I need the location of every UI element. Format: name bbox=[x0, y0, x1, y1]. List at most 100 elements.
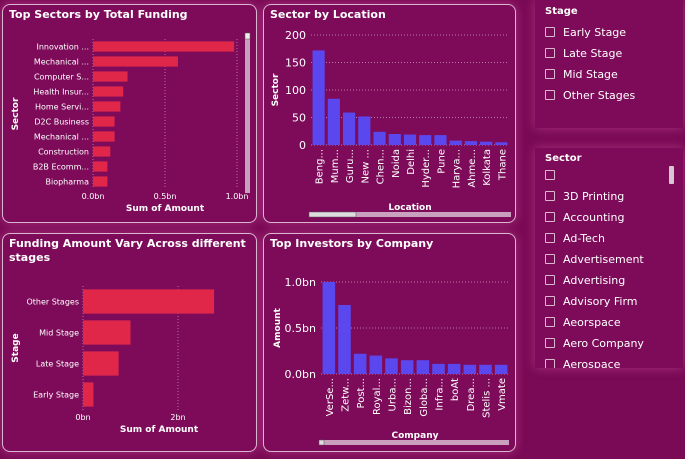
checkbox-icon[interactable] bbox=[545, 191, 555, 201]
checkbox-icon[interactable] bbox=[545, 212, 555, 222]
stage-item-label: Mid Stage bbox=[563, 67, 618, 81]
bar bbox=[479, 364, 492, 374]
bar bbox=[83, 382, 94, 407]
bar bbox=[322, 282, 336, 374]
sector-slicer: Sector 3D Printing Accounting Ad-Tech Adver… bbox=[535, 148, 683, 368]
sector-item[interactable]: Advertisement bbox=[545, 252, 644, 266]
category-label: Beng... bbox=[315, 149, 326, 184]
category-label: Ahme... bbox=[467, 149, 478, 188]
checkbox-icon[interactable] bbox=[545, 359, 555, 368]
category-label: New ... bbox=[360, 149, 371, 184]
bar bbox=[449, 140, 462, 145]
scrollbar-thumb bbox=[318, 439, 325, 446]
bar bbox=[312, 50, 325, 145]
y-tick-label: 1.0bn bbox=[285, 276, 316, 289]
checkbox-icon[interactable] bbox=[545, 275, 555, 285]
category-label: Biopharma bbox=[46, 178, 90, 187]
category-label: Urba... bbox=[388, 378, 399, 411]
x-axis-title: Sum of Amount bbox=[126, 204, 205, 214]
sector-slicer-scrollbar[interactable] bbox=[669, 166, 674, 184]
sector-item-label: Advertising bbox=[563, 273, 626, 287]
bar bbox=[480, 141, 493, 145]
category-label: B2B Ecomm... bbox=[33, 163, 89, 172]
bar bbox=[419, 135, 432, 145]
category-label: Kolkata bbox=[482, 149, 493, 186]
stage-slicer: Stage Early Stage Late Stage Mid Stage Othe… bbox=[535, 0, 683, 128]
category-label: D2C Business bbox=[34, 118, 89, 127]
scrollbar-thumb bbox=[244, 32, 251, 40]
x-tick-label: 0bn bbox=[75, 413, 90, 422]
checkbox-icon[interactable] bbox=[545, 69, 555, 79]
sector-item[interactable]: Aero Company bbox=[545, 336, 644, 350]
bar bbox=[434, 135, 447, 145]
category-label: Zetw... bbox=[341, 378, 352, 412]
sector-item-label: Accounting bbox=[563, 210, 625, 224]
bar bbox=[338, 305, 351, 374]
category-label: Pune bbox=[436, 149, 447, 174]
category-label: Vmate bbox=[497, 378, 508, 411]
y-axis-title: Stage bbox=[11, 333, 21, 362]
sector-item[interactable] bbox=[545, 168, 563, 182]
location-title: Sector by Location bbox=[270, 8, 386, 21]
investors-card: Top Investors by Company 0.0bn 0.5bn 1.0bn… bbox=[263, 233, 516, 452]
stages-chart: 0bn 2bn Other Stages Mid Stage Late Stage Ear… bbox=[11, 286, 215, 435]
sector-item[interactable]: Aerospace bbox=[545, 357, 620, 368]
stage-item[interactable]: Early Stage bbox=[545, 25, 626, 39]
category-label: VerSe... bbox=[325, 378, 336, 416]
category-label: Guru... bbox=[345, 149, 356, 183]
sector-item[interactable]: Accounting bbox=[545, 210, 624, 224]
bar bbox=[327, 98, 340, 145]
x-tick-label: 1.0bn bbox=[226, 192, 249, 201]
sector-item[interactable]: Advisory Firm bbox=[545, 294, 638, 308]
checkbox-icon[interactable] bbox=[545, 296, 555, 306]
top-sectors-title: Top Sectors by Total Funding bbox=[9, 8, 188, 21]
x-tick-label: 0.0bn bbox=[82, 192, 105, 201]
bar bbox=[93, 131, 115, 142]
bar bbox=[400, 360, 414, 374]
x-axis-title: Company bbox=[392, 431, 439, 441]
sector-item[interactable]: Ad-Tech bbox=[545, 231, 605, 245]
checkbox-icon[interactable] bbox=[545, 338, 555, 348]
stage-item[interactable]: Mid Stage bbox=[545, 67, 618, 81]
bar bbox=[83, 351, 119, 376]
bar bbox=[353, 353, 367, 374]
checkbox-icon[interactable] bbox=[545, 233, 555, 243]
stages-title-line2: stages bbox=[9, 251, 51, 264]
category-label: Construction bbox=[38, 148, 89, 157]
stage-item[interactable]: Other Stages bbox=[545, 88, 635, 102]
sector-item[interactable]: Aeorspace bbox=[545, 315, 621, 329]
category-label: Computer S... bbox=[34, 73, 89, 82]
bar bbox=[93, 56, 178, 67]
y-axis-title: Sector bbox=[11, 97, 21, 130]
bar bbox=[495, 142, 508, 145]
y-tick-label: 50 bbox=[292, 112, 306, 125]
category-label: Infra... bbox=[435, 378, 446, 411]
bar bbox=[93, 86, 124, 97]
checkbox-icon[interactable] bbox=[545, 254, 555, 264]
bar bbox=[83, 320, 131, 345]
category-label: Harya... bbox=[452, 149, 463, 188]
x-axis-title: Location bbox=[388, 203, 431, 213]
bar bbox=[93, 116, 115, 127]
bar bbox=[358, 116, 371, 145]
checkbox-icon[interactable] bbox=[545, 317, 555, 327]
checkbox-icon[interactable] bbox=[545, 170, 555, 180]
x-tick-label: 2bn bbox=[170, 413, 185, 422]
sector-item[interactable]: Advertising bbox=[545, 273, 625, 287]
bar bbox=[93, 41, 235, 52]
stage-item-label: Other Stages bbox=[563, 88, 636, 102]
bar bbox=[93, 161, 108, 172]
category-label: Noida bbox=[391, 149, 402, 178]
bar bbox=[373, 131, 386, 145]
y-axis-title: Sector bbox=[271, 73, 281, 106]
bar bbox=[83, 289, 215, 314]
checkbox-icon[interactable] bbox=[545, 90, 555, 100]
category-label: Post... bbox=[356, 378, 367, 408]
bar bbox=[385, 358, 398, 374]
category-label: Health Insur... bbox=[33, 88, 89, 97]
checkbox-icon[interactable] bbox=[545, 27, 555, 37]
stage-item[interactable]: Late Stage bbox=[545, 46, 622, 60]
stages-title: Funding Amount Vary Across different sta… bbox=[9, 237, 246, 265]
checkbox-icon[interactable] bbox=[545, 48, 555, 58]
sector-item[interactable]: 3D Printing bbox=[545, 189, 624, 203]
